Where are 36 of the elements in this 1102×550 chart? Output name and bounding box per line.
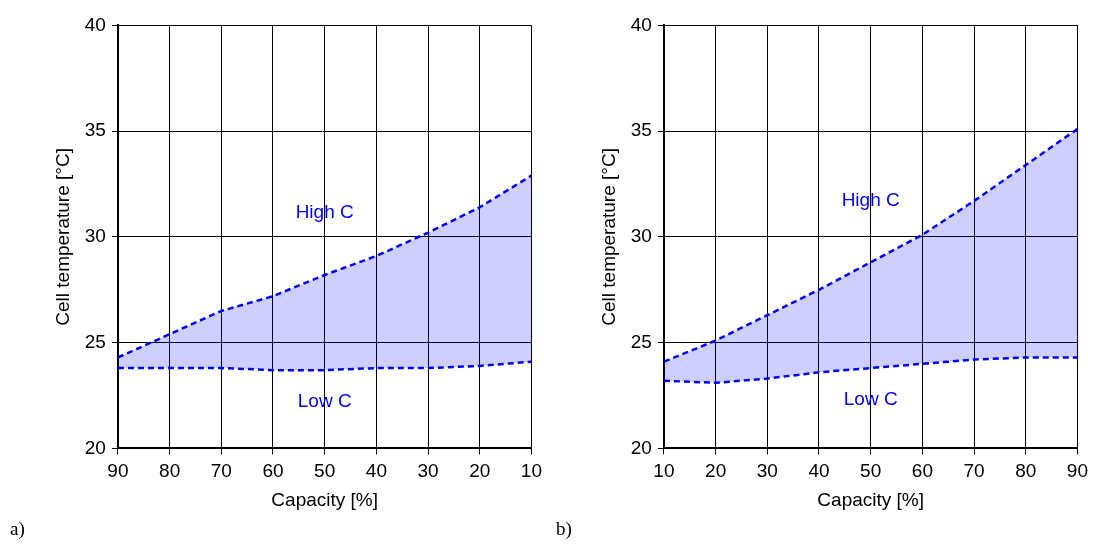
y-axis-title: Cell temperature [°C]	[597, 148, 619, 326]
x-tick-label: 30	[756, 460, 778, 482]
y-tick-label: 20	[84, 436, 106, 458]
text: b)	[556, 518, 572, 541]
y-tick-label: 35	[84, 119, 106, 141]
line-series	[117, 360, 532, 372]
x-tick-label: 60	[262, 460, 284, 482]
y-tick-label: 30	[84, 225, 106, 247]
line-series	[663, 356, 1078, 385]
y-tick-label: 20	[630, 436, 652, 458]
x-tick-label: 10	[520, 460, 542, 482]
x-tick-label: 40	[808, 460, 830, 482]
x-tick-label: 90	[107, 460, 129, 482]
x-tick-label: 90	[1066, 460, 1088, 482]
x-tick-label: 80	[1015, 460, 1037, 482]
x-tick-label: 40	[365, 460, 387, 482]
y-tick-label: 40	[84, 13, 106, 35]
y-tick-label: 25	[630, 330, 652, 352]
text: a)	[10, 518, 25, 541]
x-tick-label: 10	[653, 460, 675, 482]
y-tick-label: 35	[630, 119, 652, 141]
x-tick-label: 30	[417, 460, 439, 482]
x-axis-title: Capacity [%]	[817, 488, 925, 510]
x-tick-label: 70	[963, 460, 985, 482]
x-tick-label: 20	[705, 460, 727, 482]
y-tick-label: 25	[84, 330, 106, 352]
x-tick-label: 60	[911, 460, 933, 482]
x-axis-title: Capacity [%]	[271, 488, 379, 510]
x-tick-label: 50	[314, 460, 336, 482]
y-axis-title: Cell temperature [°C]	[51, 148, 73, 326]
y-tick-label: 40	[630, 13, 652, 35]
x-tick-label: 70	[210, 460, 232, 482]
x-tick-label: 50	[860, 460, 882, 482]
y-tick-label: 30	[630, 225, 652, 247]
x-tick-label: 80	[159, 460, 181, 482]
x-tick-label: 20	[469, 460, 491, 482]
